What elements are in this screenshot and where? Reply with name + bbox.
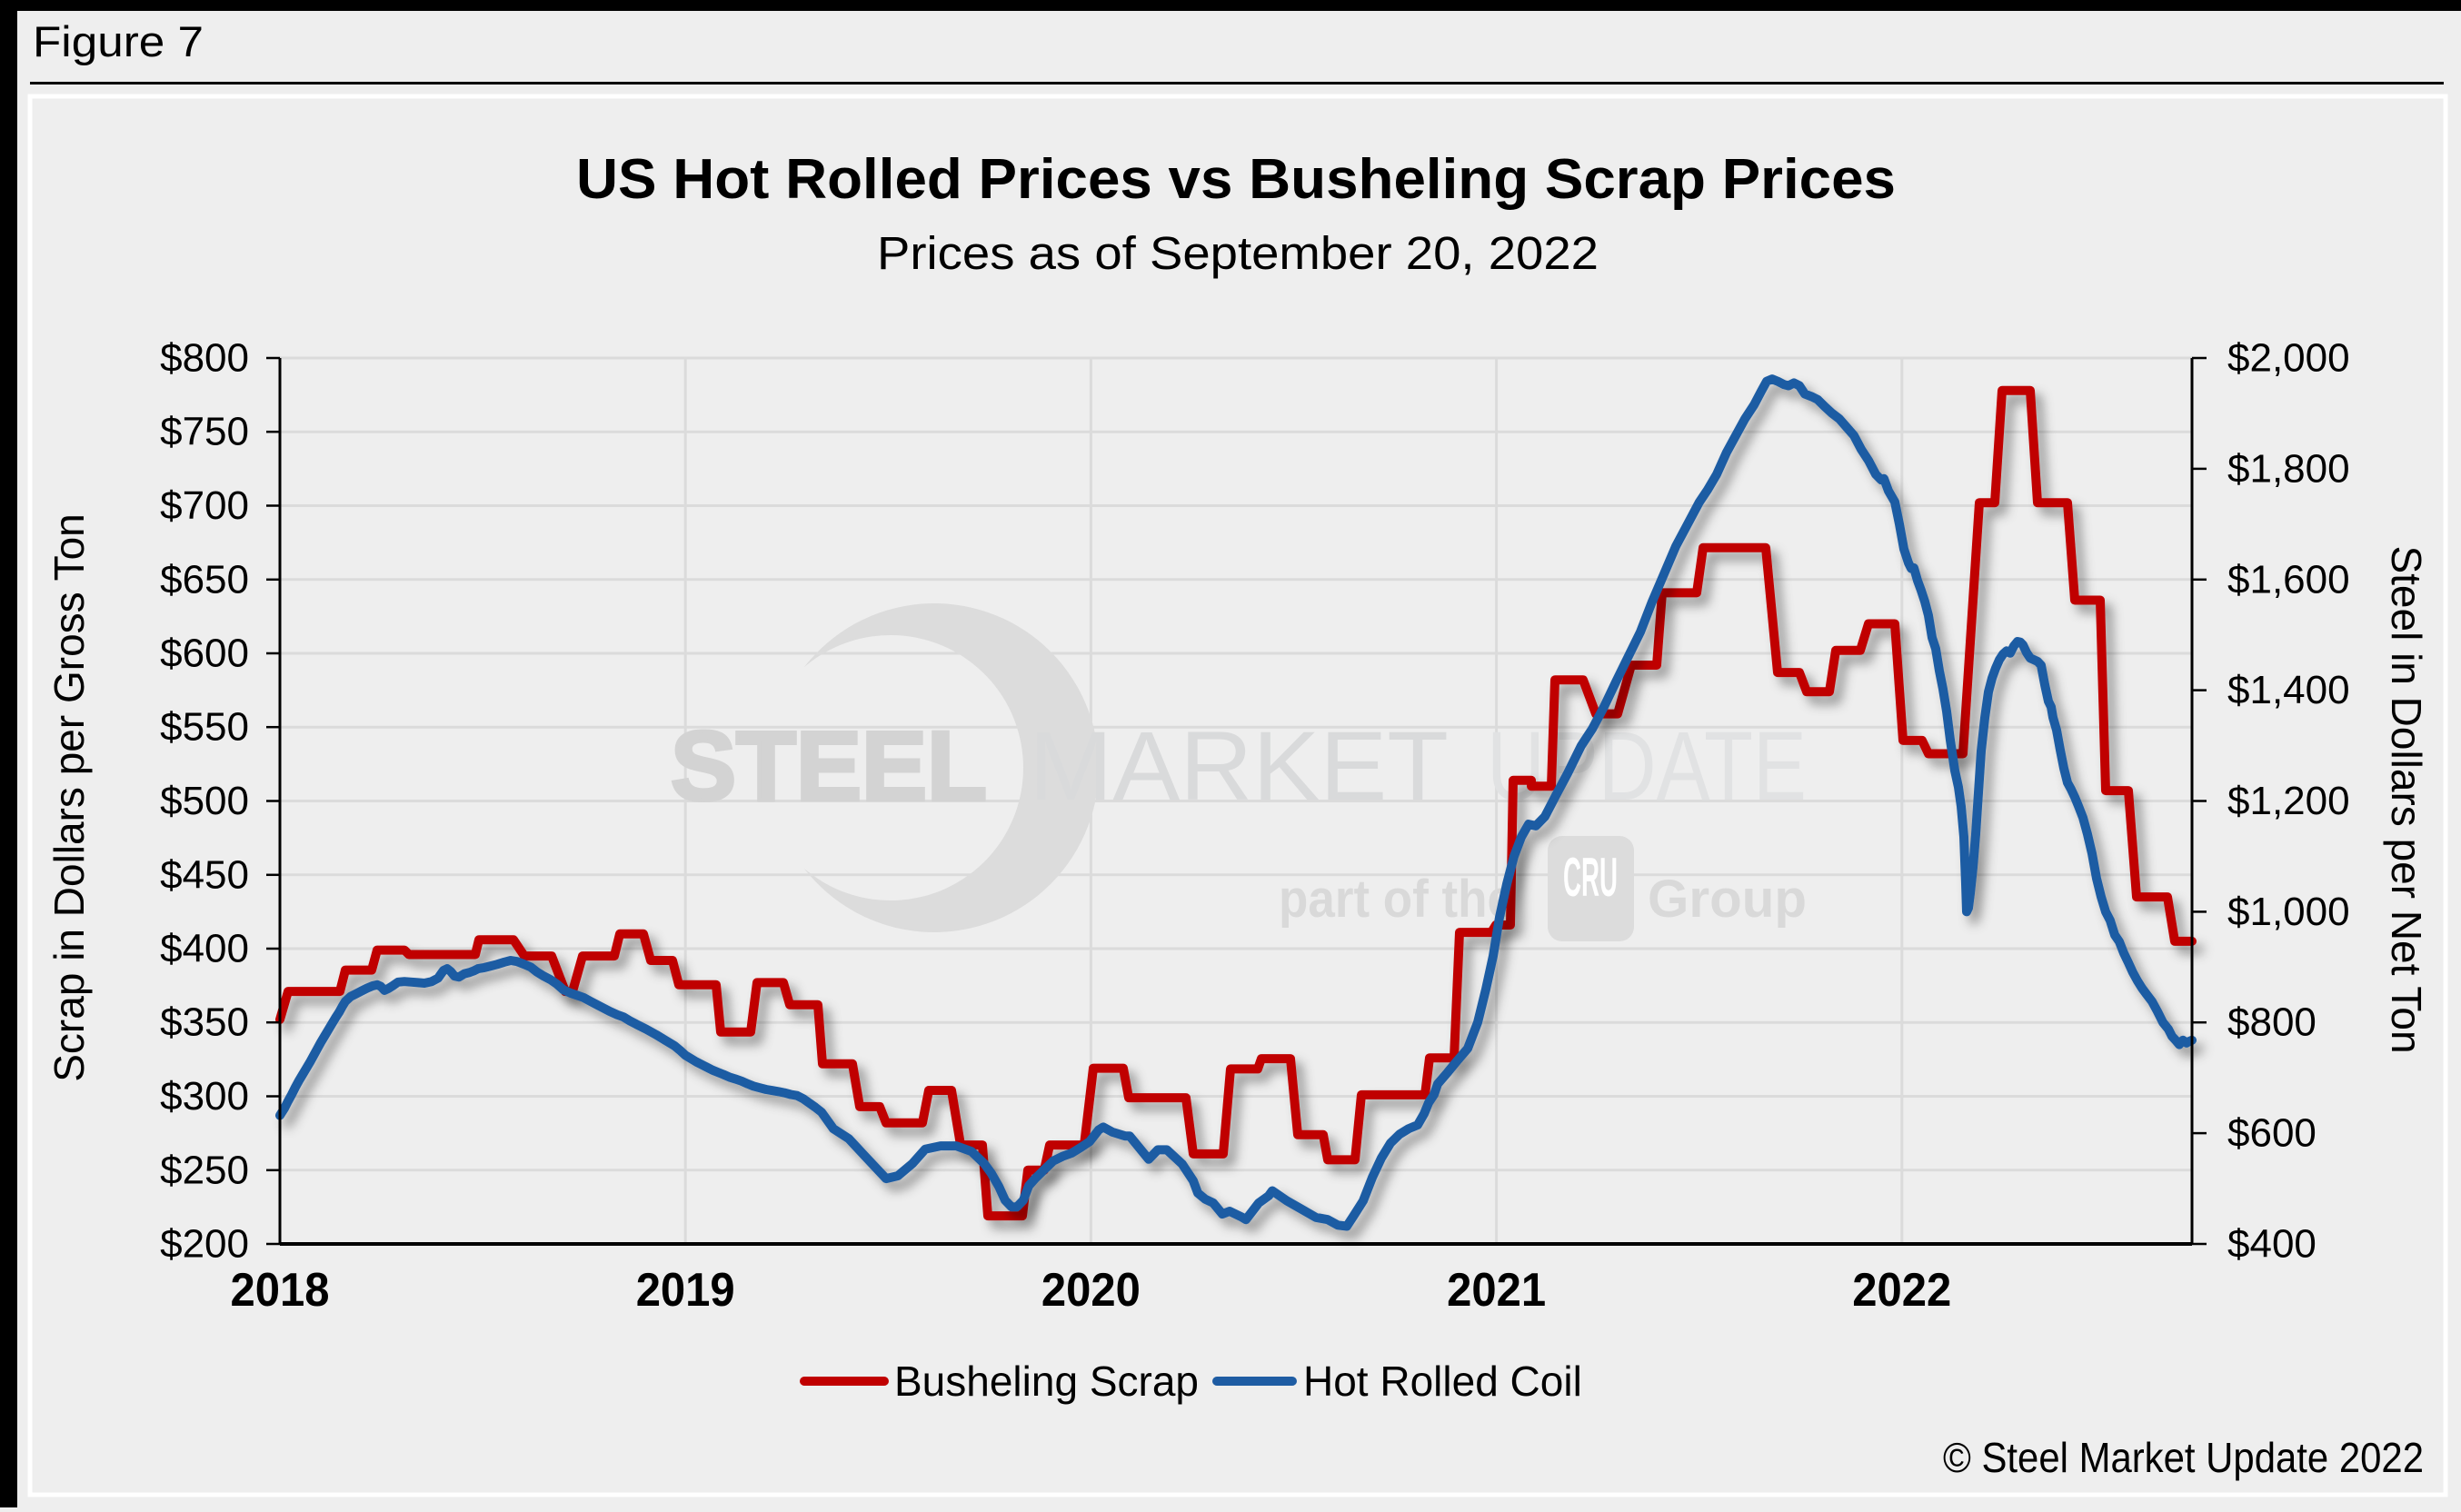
svg-text:$550: $550 xyxy=(160,705,249,750)
svg-text:$700: $700 xyxy=(160,483,249,528)
svg-text:$2,000: $2,000 xyxy=(2227,336,2350,381)
svg-text:UPDATE: UPDATE xyxy=(1487,711,1807,821)
svg-text:$500: $500 xyxy=(160,779,249,823)
svg-text:$400: $400 xyxy=(2227,1222,2317,1267)
svg-text:2018: 2018 xyxy=(231,1264,330,1317)
svg-text:$1,600: $1,600 xyxy=(2227,557,2350,602)
svg-text:2021: 2021 xyxy=(1447,1264,1546,1317)
svg-text:$1,000: $1,000 xyxy=(2227,890,2350,934)
svg-text:$400: $400 xyxy=(160,927,249,971)
svg-text:$250: $250 xyxy=(160,1148,249,1192)
svg-text:$600: $600 xyxy=(2227,1111,2317,1156)
svg-text:US Hot Rolled Prices vs Bushel: US Hot Rolled Prices vs Busheling Scrap … xyxy=(576,148,1896,211)
svg-text:$800: $800 xyxy=(160,336,249,381)
svg-text:STEEL: STEEL xyxy=(671,711,987,821)
svg-text:$350: $350 xyxy=(160,1000,249,1045)
svg-text:$600: $600 xyxy=(160,632,249,676)
svg-text:$200: $200 xyxy=(160,1222,249,1267)
svg-text:2022: 2022 xyxy=(1852,1264,1951,1317)
svg-text:2020: 2020 xyxy=(1041,1264,1141,1317)
svg-text:$1,800: $1,800 xyxy=(2227,446,2350,491)
svg-text:$450: $450 xyxy=(160,852,249,897)
svg-text:Busheling Scrap: Busheling Scrap xyxy=(894,1358,1199,1405)
svg-text:Hot Rolled Coil: Hot Rolled Coil xyxy=(1303,1358,1582,1405)
svg-text:Steel in Dollars per Net Ton: Steel in Dollars per Net Ton xyxy=(2383,545,2430,1053)
svg-text:$800: $800 xyxy=(2227,1000,2317,1045)
svg-text:$1,200: $1,200 xyxy=(2227,779,2350,823)
svg-text:© Steel Market Update 2022: © Steel Market Update 2022 xyxy=(1943,1434,2424,1481)
svg-text:$1,400: $1,400 xyxy=(2227,668,2350,712)
svg-text:Scrap in Dollars per Gross Ton: Scrap in Dollars per Gross Ton xyxy=(45,513,93,1082)
svg-text:MARKET: MARKET xyxy=(1029,711,1449,821)
svg-text:$300: $300 xyxy=(160,1074,249,1119)
svg-text:Group: Group xyxy=(1648,870,1807,929)
svg-text:Figure 7: Figure 7 xyxy=(33,17,204,65)
svg-text:2019: 2019 xyxy=(636,1264,735,1317)
svg-text:part of the: part of the xyxy=(1279,870,1514,929)
svg-text:$650: $650 xyxy=(160,557,249,602)
svg-text:CRU: CRU xyxy=(1563,847,1618,908)
svg-text:Prices as of September 20, 202: Prices as of September 20, 2022 xyxy=(877,227,1599,279)
svg-text:$750: $750 xyxy=(160,410,249,454)
